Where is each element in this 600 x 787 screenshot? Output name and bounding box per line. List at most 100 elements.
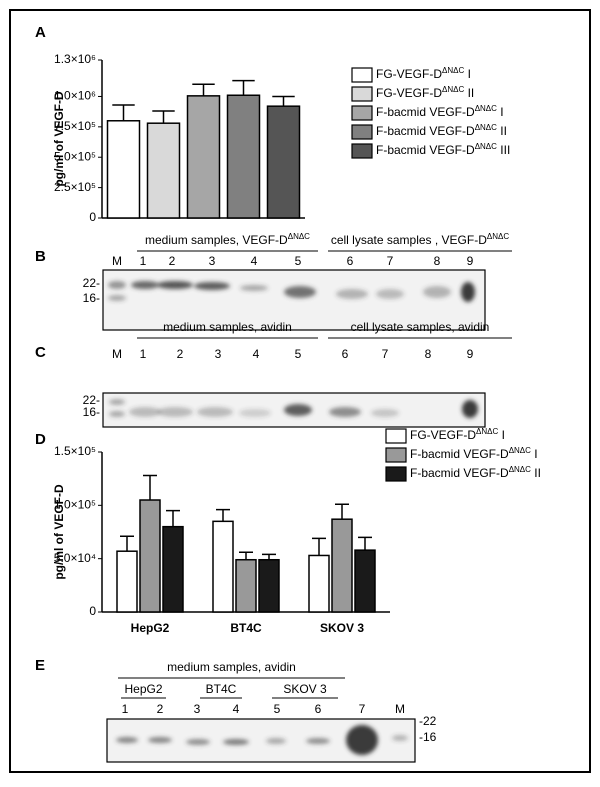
y-tick-label: 1.0×10⁵	[54, 498, 96, 512]
x-tick-label: HepG2	[131, 621, 170, 635]
sample-group-label: cell lysate samples , VEGF-DΔNΔC	[331, 232, 510, 248]
lane-label: 5	[295, 347, 302, 361]
lane-label: 2	[157, 702, 164, 716]
legend-swatch	[351, 124, 373, 140]
lane-label: 6	[347, 254, 354, 268]
legend-swatch	[351, 67, 373, 83]
lane-label: 2	[169, 254, 176, 268]
x-tick-label: SKOV 3	[320, 621, 364, 635]
legend-label: F-bacmid VEGF-DΔNΔC II	[410, 465, 541, 481]
panel-label: C	[35, 344, 46, 361]
legend-swatch	[385, 447, 407, 463]
bar	[266, 105, 301, 219]
legend-swatch	[351, 105, 373, 121]
blot-bands	[108, 281, 475, 302]
y-tick-label: 5.0×10⁴	[54, 551, 96, 565]
lane-label: 9	[467, 347, 474, 361]
size-marker: 22-	[83, 393, 100, 407]
lane-label: 7	[359, 702, 366, 716]
blot-bands	[109, 399, 478, 418]
legend-label: F-bacmid VEGF-DΔNΔC I	[410, 446, 538, 462]
y-tick-label: 1.5×10⁵	[54, 444, 96, 458]
lane-label: 5	[274, 702, 281, 716]
lane-label: 8	[434, 254, 441, 268]
size-marker: -16	[419, 730, 437, 744]
sample-group-label: medium samples, avidin	[167, 660, 296, 674]
size-marker: 16-	[83, 291, 100, 305]
error-bar	[239, 551, 253, 560]
error-bar	[143, 474, 157, 500]
error-bar	[312, 537, 326, 556]
size-marker: 22-	[83, 276, 100, 290]
lane-label: 7	[382, 347, 389, 361]
size-marker: -22	[419, 714, 437, 728]
bar	[226, 94, 261, 219]
bar	[308, 554, 330, 613]
y-tick-label: 1.3×10⁶	[54, 52, 96, 66]
error-bar	[120, 535, 134, 552]
error-bar	[166, 509, 180, 527]
y-tick-label: 5.0×10⁵	[54, 149, 96, 163]
error-bar	[272, 95, 295, 107]
bar	[354, 549, 376, 613]
lane-label: 4	[233, 702, 240, 716]
y-tick-label: 0	[89, 604, 96, 618]
lane-label: 7	[387, 254, 394, 268]
subgroup-label: BT4C	[206, 682, 237, 696]
bar	[258, 558, 280, 613]
panel-label: D	[35, 431, 46, 448]
error-bar	[335, 503, 349, 520]
lane-label: M	[112, 254, 122, 268]
lane-label: 1	[140, 254, 147, 268]
lane-label: 3	[209, 254, 216, 268]
sample-group-label: medium samples, avidin	[163, 320, 292, 334]
bar	[186, 95, 221, 219]
legend-label: FG-VEGF-DΔNΔC I	[376, 66, 471, 82]
figure-border	[9, 9, 591, 773]
lane-label: M	[112, 347, 122, 361]
legend-label: FG-VEGF-DΔNΔC I	[410, 427, 505, 443]
sample-group-label: medium samples, VEGF-DΔNΔC	[145, 232, 310, 248]
y-tick-label: 2.5×10⁵	[54, 180, 96, 194]
bar	[139, 499, 161, 613]
bar	[212, 520, 234, 613]
error-bar	[152, 110, 175, 124]
subgroup-label: HepG2	[124, 682, 162, 696]
blot	[102, 269, 486, 331]
legend-label: FG-VEGF-DΔNΔC II	[376, 85, 474, 101]
y-axis-label: pg/ml of VEGF-D	[52, 484, 66, 580]
panel-label: A	[35, 24, 46, 41]
bar	[235, 558, 257, 613]
error-bar	[358, 536, 372, 551]
y-tick-label: 0	[89, 210, 96, 224]
y-tick-label: 1.0×10⁶	[54, 89, 96, 103]
error-bar	[216, 508, 230, 522]
lane-label: 1	[140, 347, 147, 361]
lane-label: 5	[295, 254, 302, 268]
lane-label: M	[395, 702, 405, 716]
legend-swatch	[351, 86, 373, 102]
bar	[106, 120, 141, 219]
legend-swatch	[385, 466, 407, 482]
legend-label: F-bacmid VEGF-DΔNΔC I	[376, 104, 504, 120]
y-tick-label: 7.5×10⁵	[54, 119, 96, 133]
bar	[331, 518, 353, 613]
blot-bands	[116, 725, 408, 755]
bar	[162, 525, 184, 613]
error-bar	[192, 83, 215, 96]
lane-label: 3	[215, 347, 222, 361]
lane-label: 6	[342, 347, 349, 361]
legend-swatch	[385, 428, 407, 444]
lane-label: 1	[122, 702, 129, 716]
bar	[116, 550, 138, 613]
legend-label: F-bacmid VEGF-DΔNΔC III	[376, 142, 510, 158]
error-bar	[262, 553, 276, 560]
bar	[146, 122, 181, 219]
lane-label: 4	[251, 254, 258, 268]
error-bar	[232, 79, 255, 96]
sample-group-label: cell lysate samples, avidin	[351, 320, 490, 334]
legend-label: F-bacmid VEGF-DΔNΔC II	[376, 123, 507, 139]
lane-label: 9	[467, 254, 474, 268]
lane-label: 6	[315, 702, 322, 716]
